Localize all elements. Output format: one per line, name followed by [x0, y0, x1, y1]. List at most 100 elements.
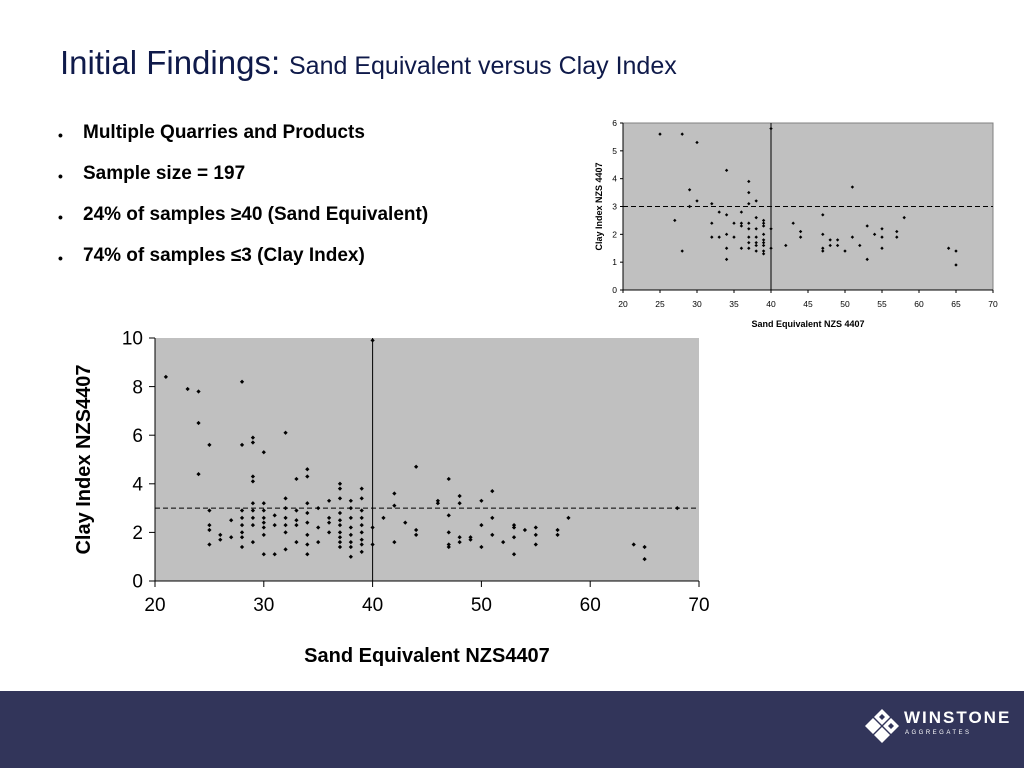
small-data-point [954, 249, 958, 253]
large-data-point [250, 435, 256, 440]
small-y-tick-label: 2 [612, 229, 617, 239]
small-x-tick-label: 35 [729, 299, 739, 309]
small-y-tick-label: 4 [612, 174, 617, 184]
large-data-point [511, 552, 517, 557]
large-data-point [283, 530, 288, 535]
large-x-axis-title: Sand Equivalent NZS4407 [304, 645, 550, 667]
small-x-tick-label: 60 [914, 299, 924, 309]
small-y-tick-label: 6 [612, 118, 617, 128]
large-data-point [218, 537, 223, 542]
large-y-tick-label: 2 [132, 523, 143, 544]
small-data-point [695, 140, 699, 145]
large-data-point [239, 442, 245, 448]
small-data-point [754, 240, 758, 245]
small-y-axis-title: Clay Index NZS 4407 [594, 162, 604, 250]
large-data-point [261, 450, 266, 455]
winstone-diamond-logo-icon [865, 709, 899, 743]
small-x-tick-label: 25 [655, 299, 665, 309]
small-data-point [769, 126, 773, 131]
large-data-point [305, 474, 310, 479]
large-x-tick-label: 70 [688, 595, 709, 616]
small-data-point [754, 235, 758, 239]
bullet-dot: • [58, 168, 63, 184]
small-data-point [769, 227, 773, 231]
small-data-point [732, 221, 736, 225]
small-data-point [880, 246, 884, 250]
large-data-point [337, 530, 343, 535]
large-data-point [207, 527, 212, 533]
small-data-point [880, 227, 884, 231]
large-data-point [392, 503, 397, 508]
bullet-item: • Sample size = 197 [56, 163, 428, 204]
small-data-point [732, 235, 736, 239]
large-data-point [250, 474, 256, 479]
large-data-point [413, 527, 419, 533]
large-scatter-chart: 20 30 40 50 60 70 0 2 4 6 8 10 Sand Equivalent NZS44… [73, 329, 710, 667]
small-y-tick-label: 0 [612, 285, 617, 295]
large-data-point [261, 501, 266, 506]
large-data-point [359, 530, 364, 535]
bullet-dot: • [58, 127, 63, 143]
small-data-point [710, 221, 714, 225]
large-data-point [250, 479, 256, 484]
small-x-tick-label: 20 [618, 299, 628, 309]
slide-title-sub: Sand Equivalent versus Clay Index [289, 52, 677, 80]
large-data-point [511, 522, 517, 528]
large-data-point [326, 530, 332, 535]
large-x-tick-label: 20 [144, 595, 165, 616]
small-data-point [658, 132, 662, 136]
small-x-tick-label: 65 [951, 299, 961, 309]
large-data-point [522, 527, 528, 533]
large-data-point [207, 508, 212, 513]
large-x-tick-label: 40 [362, 595, 383, 616]
bullet-item: • 24% of samples ≥40 (Sand Equivalent) [56, 204, 428, 245]
small-data-point [902, 215, 906, 220]
slide-title: Initial Findings: Sand Equivalent versus… [60, 44, 677, 82]
small-data-point [865, 224, 869, 228]
large-data-point [457, 493, 462, 499]
small-data-point [680, 249, 684, 253]
large-data-point [250, 508, 256, 513]
large-data-point [196, 420, 201, 426]
large-data-point [511, 535, 517, 540]
large-data-point [392, 491, 397, 496]
bullet-text: 74% of samples ≤3 (Clay Index) [83, 245, 365, 266]
small-data-point [769, 246, 773, 250]
small-x-tick-label: 55 [877, 299, 887, 309]
large-data-point [283, 547, 288, 552]
small-x-tick-label: 50 [840, 299, 850, 309]
large-x-tick-label: 60 [580, 595, 601, 616]
bullet-dot: • [58, 209, 63, 225]
large-data-point [250, 539, 256, 545]
small-data-point [754, 227, 758, 231]
winstone-logo: WINSTONE AGGREGATES [864, 708, 1009, 748]
bullet-text: Multiple Quarries and Products [83, 122, 365, 143]
large-data-point [185, 386, 190, 392]
large-data-point [207, 442, 212, 448]
small-x-axis-title: Sand Equivalent NZS 4407 [751, 319, 864, 329]
small-data-point [710, 202, 714, 206]
small-x-tick-label: 45 [803, 299, 813, 309]
large-data-point [555, 527, 560, 533]
small-y-tick-label: 5 [612, 146, 617, 156]
small-data-point [754, 249, 758, 253]
large-data-point [250, 440, 256, 445]
small-data-point [680, 132, 684, 136]
small-x-tick-label: 70 [988, 299, 998, 309]
logo-subtext: AGGREGATES [905, 730, 972, 736]
large-data-point [261, 508, 266, 513]
large-data-point [305, 501, 310, 506]
small-x-tick-label: 40 [766, 299, 776, 309]
small-data-point [843, 249, 847, 253]
bullet-list: • Multiple Quarries and Products • Sample … [56, 122, 428, 286]
large-x-tick-label: 50 [471, 595, 492, 616]
large-data-point [229, 518, 234, 523]
bullet-item: • 74% of samples ≤3 (Clay Index) [56, 245, 428, 286]
small-data-point [858, 243, 862, 248]
slide-title-main: Initial Findings: [60, 44, 281, 81]
large-data-point [239, 530, 245, 535]
small-data-point [880, 235, 884, 239]
large-data-point [239, 515, 245, 520]
footer-bar: WINSTONE AGGREGATES [0, 691, 1024, 768]
